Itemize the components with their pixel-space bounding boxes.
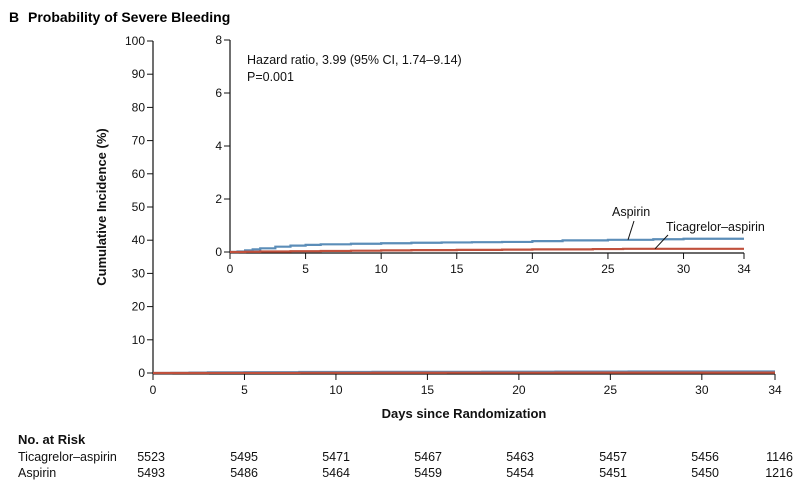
risk-value: 1216 [765,466,793,480]
y-tick-label: 0 [138,366,145,380]
risk-value: 5493 [137,466,165,480]
x-tick-label: 10 [329,383,343,397]
y-tick-label: 30 [132,266,146,280]
inset-x-tick-label: 30 [677,262,691,276]
risk-value: 5523 [137,450,165,464]
panel-letter: B [9,9,19,25]
inset-x-tick-label: 10 [374,262,388,276]
x-tick-label: 34 [768,383,782,397]
x-tick-label: 0 [150,383,157,397]
inset-x-tick-label: 34 [737,262,751,276]
risk-value: 5471 [322,450,350,464]
inset-y-tick-label: 2 [215,192,222,206]
risk-value: 5451 [599,466,627,480]
y-tick-label: 80 [132,100,146,114]
risk-table-title: No. at Risk [18,432,86,447]
risk-row-label: Ticagrelor–aspirin [18,450,117,464]
risk-value: 5454 [506,466,534,480]
x-tick-label: 20 [512,383,526,397]
p-value-text: P=0.001 [247,70,294,84]
inset-x-tick-label: 25 [601,262,615,276]
inset-series-ticagrelor-aspirin [230,237,744,254]
inset-y-tick-label: 0 [215,245,222,259]
hazard-ratio-text: Hazard ratio, 3.99 (95% CI, 1.74–9.14) [247,53,462,67]
risk-value: 1146 [766,450,793,464]
aspirin-leader-line [627,220,635,240]
y-tick-label: 100 [125,34,145,48]
aspirin-series-label: Aspirin [612,205,650,219]
ticagrelor-leader-line [654,234,669,250]
inset-x-tick-label: 15 [450,262,464,276]
risk-value: 5463 [506,450,534,464]
y-tick-label: 10 [132,333,146,347]
inset-y-tick-label: 4 [215,139,222,153]
inset-y-tick-label: 6 [215,86,222,100]
risk-row-label: Aspirin [18,466,56,480]
y-tick-label: 60 [132,167,146,181]
inset-x-tick-label: 20 [526,262,540,276]
risk-value: 5486 [230,466,258,480]
risk-table: No. at Risk Ticagrelor–aspirin 5523 5495 547… [18,432,793,480]
inset-x-tick-label: 0 [227,262,234,276]
y-axis-title: Cumulative Incidence (%) [94,128,109,285]
inset-y-tick-label: 8 [215,33,222,47]
y-tick-label: 50 [132,200,146,214]
x-axis-title: Days since Randomization [382,406,547,421]
y-tick-label: 70 [132,134,146,148]
risk-value: 5450 [691,466,719,480]
panel-title: Probability of Severe Bleeding [28,9,230,25]
y-tick-label: 20 [132,300,146,314]
risk-value: 5464 [322,466,350,480]
risk-value: 5495 [230,450,258,464]
inset-series-aspirin [230,247,744,254]
y-tick-label: 40 [132,233,146,247]
y-tick-label: 90 [132,67,146,81]
risk-value: 5456 [691,450,719,464]
x-tick-label: 5 [241,383,248,397]
risk-value: 5459 [414,466,442,480]
x-tick-label: 25 [604,383,618,397]
inset-plot: 0 2 4 6 8 0 5 10 15 20 25 30 34 Hazard ratio, 3.99 (9… [215,33,765,276]
risk-value: 5467 [414,450,442,464]
ticagrelor-series-label: Ticagrelor–aspirin [666,220,765,234]
inset-x-tick-label: 5 [302,262,309,276]
risk-value: 5457 [599,450,627,464]
x-tick-label: 15 [421,383,435,397]
x-tick-label: 30 [695,383,709,397]
